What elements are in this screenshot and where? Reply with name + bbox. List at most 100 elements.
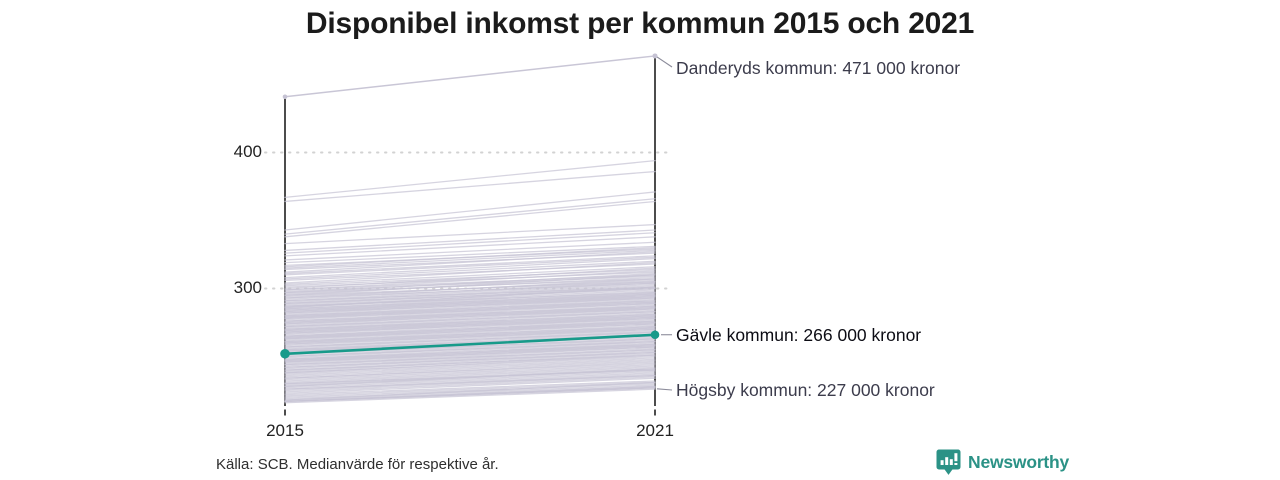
municipality-line [284, 251, 656, 273]
municipality-line [284, 294, 656, 311]
annotation-connector-min [656, 388, 673, 391]
municipality-line [284, 358, 656, 377]
municipality-line [284, 236, 656, 257]
municipality-line [284, 321, 656, 339]
municipality-line [284, 301, 656, 318]
gavle-2021-point [650, 330, 660, 340]
danderyd-2021-point [652, 53, 658, 59]
municipality-line [284, 302, 656, 320]
municipality-line [284, 346, 656, 363]
municipality-line [284, 374, 656, 390]
municipality-line [284, 372, 656, 389]
newsworthy-logo: Newsworthy [936, 449, 1069, 476]
municipality-line [284, 232, 656, 254]
newsworthy-bubble-chart-icon [936, 449, 961, 475]
municipality-line [284, 316, 656, 333]
municipality-line [284, 357, 656, 375]
municipality-line [284, 263, 656, 281]
municipality-line [284, 343, 656, 360]
municipality-line [284, 353, 656, 373]
municipality-line [284, 191, 656, 231]
municipality-line [284, 274, 656, 296]
municipality-line [284, 381, 656, 401]
source-note: Källa: SCB. Medianvärde för respektive å… [216, 456, 499, 473]
municipality-line [284, 262, 656, 284]
municipality-line [284, 223, 656, 245]
municipality-line [284, 241, 656, 261]
municipality-line [284, 359, 656, 378]
municipality-line [284, 198, 656, 235]
municipality-line [284, 354, 656, 374]
x-axis-label-2021: 2021 [636, 421, 674, 440]
municipality-line [284, 200, 656, 238]
municipality-line [284, 286, 656, 309]
municipality-line [284, 272, 656, 294]
municipality-line [284, 274, 656, 291]
municipality-line [284, 305, 656, 322]
municipality-line [284, 315, 656, 332]
municipality-line [284, 249, 656, 269]
y-axis-tick-300: 300 [233, 278, 262, 297]
municipality-line [284, 300, 656, 317]
municipality-line [284, 286, 656, 302]
municipality-line [284, 366, 656, 383]
municipality-line [284, 306, 656, 324]
gavle-2015-point [280, 348, 290, 359]
municipality-line [284, 331, 656, 348]
municipality-line [284, 308, 656, 325]
annotation-highlight-gavle: Gävle kommun: 266 000 kronor [676, 325, 922, 345]
municipality-line [284, 364, 656, 381]
municipality-line [284, 344, 656, 362]
municipality-line [284, 270, 656, 291]
municipality-line [284, 362, 656, 379]
municipality-line [284, 376, 656, 393]
municipality-line [284, 282, 656, 299]
municipality-line [284, 278, 656, 294]
x-axis-label-2015: 2015 [266, 421, 304, 440]
municipality-line [284, 320, 656, 337]
municipality-line [284, 388, 656, 404]
chart-title: Disponibel inkomst per kommun 2015 och 2… [305, 7, 975, 40]
municipality-line [284, 271, 656, 288]
municipality-line [284, 297, 656, 314]
municipality-line [284, 310, 656, 328]
municipality-line [284, 229, 656, 252]
municipality-line [284, 328, 656, 345]
municipality-line [284, 160, 656, 199]
municipality-line [284, 349, 656, 366]
municipality-line [284, 368, 656, 388]
municipality-line [284, 283, 656, 303]
municipality-line [284, 245, 656, 264]
municipality-line [284, 369, 656, 385]
municipality-line [284, 260, 656, 280]
newsworthy-wordmark: Newsworthy [968, 452, 1070, 472]
y-axis-tick-400: 400 [233, 142, 262, 161]
municipality-line [284, 257, 656, 279]
municipality-line [284, 255, 656, 275]
gavle-line [283, 333, 657, 356]
municipality-line [284, 266, 656, 286]
municipality-line [284, 351, 656, 369]
municipality-line [284, 268, 656, 287]
municipality-line [284, 383, 656, 398]
municipality-line [284, 377, 656, 394]
municipality-line [284, 325, 656, 343]
municipality-line [284, 170, 656, 203]
danderyd-2015-point [282, 94, 288, 100]
municipality-line [284, 281, 656, 296]
municipality-line [284, 384, 656, 400]
municipality-line [284, 340, 656, 358]
municipality-line [284, 317, 656, 335]
annotation-max-danderyd: Danderyds kommun: 471 000 kronor [676, 58, 961, 78]
municipality-line [284, 380, 656, 396]
municipality-line [284, 296, 656, 313]
municipality-line [284, 247, 656, 268]
danderyds-kommun-line [284, 55, 656, 98]
municipality-line [284, 365, 656, 382]
annotation-min-hogsby: Högsby kommun: 227 000 kronor [676, 380, 935, 400]
municipality-line [284, 256, 656, 276]
municipality-line [284, 252, 656, 271]
municipality-line [284, 323, 656, 340]
h-gsby-kommun-line [284, 387, 656, 403]
